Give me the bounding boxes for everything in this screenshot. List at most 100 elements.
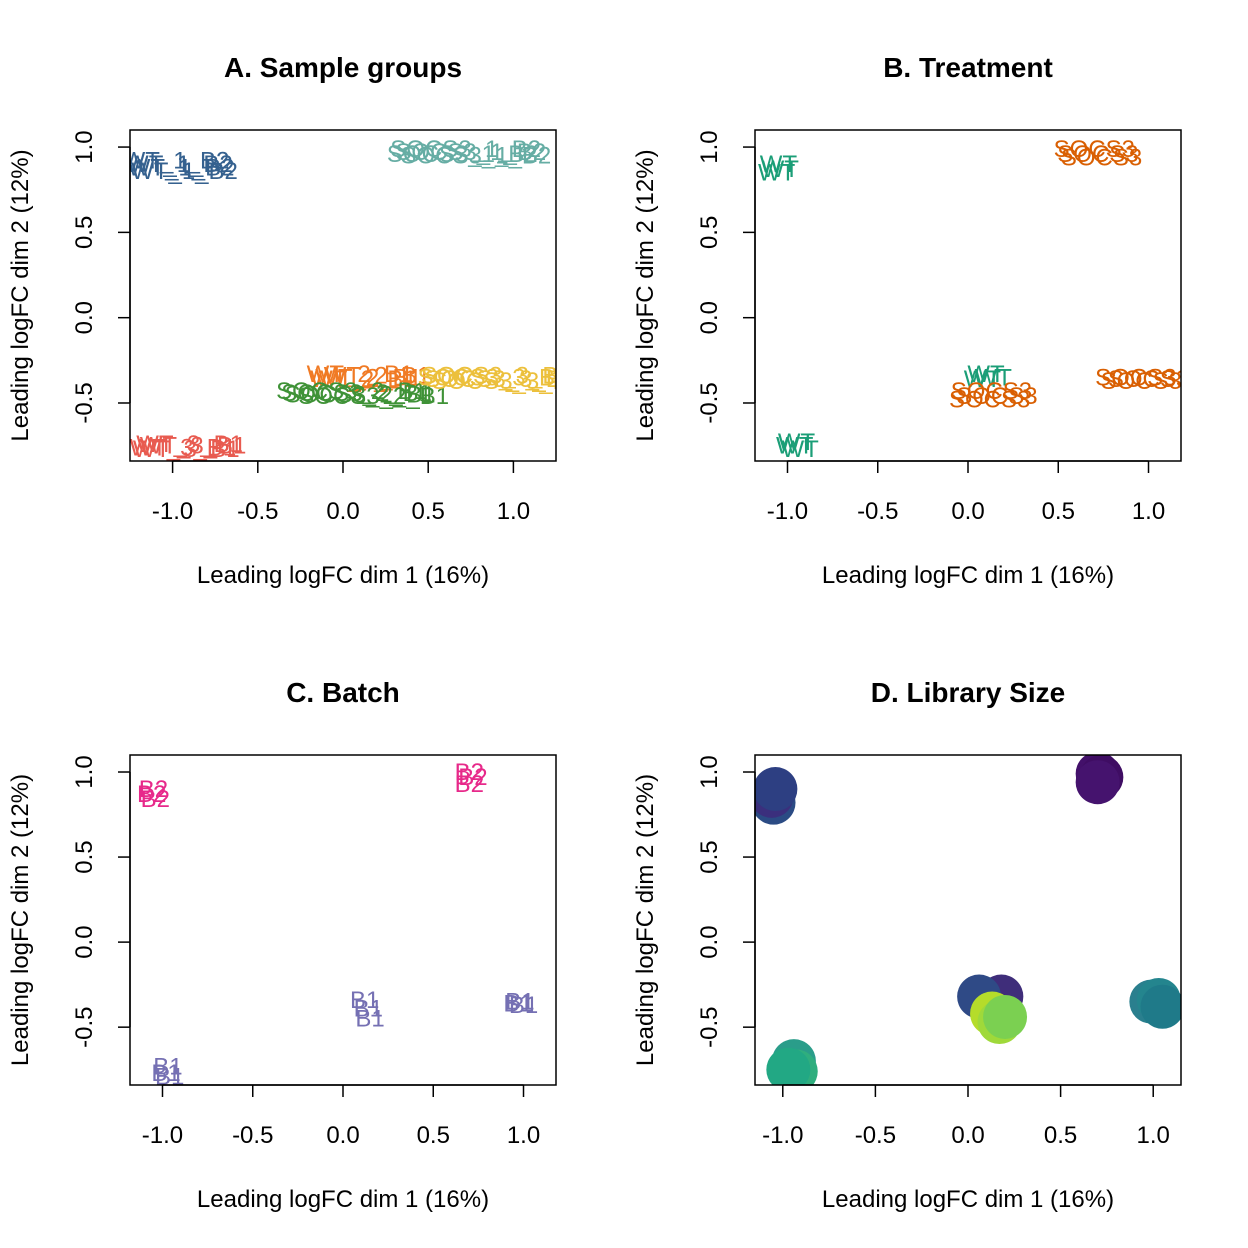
y-tick-label: 0.0 xyxy=(696,925,723,958)
y-tick-label: 0.0 xyxy=(71,301,98,334)
data-point-label: B1 xyxy=(354,995,383,1022)
x-tick-label: 0.0 xyxy=(326,1122,359,1149)
x-tick-label: 0.5 xyxy=(412,498,445,525)
data-point-label: B1 xyxy=(350,987,379,1014)
data-point-label: WT xyxy=(778,429,816,456)
data-point-label: B2 xyxy=(458,764,487,791)
x-tick-label: 0.5 xyxy=(417,1122,450,1149)
data-point-label: SOCS3 xyxy=(1054,136,1135,163)
x-tick-label: -1.0 xyxy=(142,1122,183,1149)
data-point-label: SOCS3_1_B2 xyxy=(401,143,552,170)
data-point-label: WT_3_B1 xyxy=(129,434,236,461)
data-point-label: SOCS3_1_B2 xyxy=(387,141,538,168)
x-tick-label: -0.5 xyxy=(237,498,278,525)
panel-title: C. Batch xyxy=(286,677,400,708)
data-point-label: WT_1_B2 xyxy=(131,158,238,185)
y-tick-label: -0.5 xyxy=(696,382,723,423)
x-tick-label: 0.0 xyxy=(326,498,359,525)
data-point-label: B1 xyxy=(151,1060,180,1087)
panel-title: B. Treatment xyxy=(883,52,1053,83)
x-tick-label: 0.5 xyxy=(1044,1122,1077,1149)
data-point-label: WT_2_B1 xyxy=(324,363,431,390)
data-point-label: B1 xyxy=(505,989,534,1016)
data-point xyxy=(1075,760,1120,805)
y-tick-label: 1.0 xyxy=(71,130,98,163)
y-axis-label: Leading logFC dim 2 (12%) xyxy=(7,149,34,441)
data-point-label: WT xyxy=(964,366,1002,393)
y-tick-label: 1.0 xyxy=(696,130,723,163)
data-point-label: B1 xyxy=(509,992,538,1019)
data-point-label: SOCS3 xyxy=(1095,364,1176,391)
y-tick-label: 1.0 xyxy=(71,755,98,788)
data-point-label: WT xyxy=(758,160,796,187)
x-tick-label: 1.0 xyxy=(497,498,530,525)
plot-area: WTWTWTWTWTWTWTWTWTSOCS3SOCS3SOCS3SOCS3SO… xyxy=(758,136,1189,463)
y-tick-label: 1.0 xyxy=(696,755,723,788)
y-tick-label: 0.5 xyxy=(696,840,723,873)
x-tick-label: 0.0 xyxy=(951,498,984,525)
data-point-label: SOCS3_2_B1 xyxy=(281,380,432,407)
data-point xyxy=(1140,984,1181,1029)
y-axis-label: Leading logFC dim 2 (12%) xyxy=(632,774,659,1066)
data-point-label: B2 xyxy=(455,759,484,786)
x-tick-label: 1.0 xyxy=(1137,1122,1170,1149)
data-point-label: WT_2_B1 xyxy=(307,361,414,388)
y-tick-label: 0.5 xyxy=(696,216,723,249)
data-point-label: WT xyxy=(760,151,798,178)
data-point-label: B1 xyxy=(503,990,532,1017)
x-tick-label: 1.0 xyxy=(507,1122,540,1149)
data-point-label: WT xyxy=(975,364,1013,391)
x-axis-label: Leading logFC dim 1 (16%) xyxy=(822,1186,1114,1213)
data-point-label: SOCS3 xyxy=(1057,141,1138,168)
data-point-label: B2 xyxy=(141,786,170,813)
y-tick-label: -0.5 xyxy=(696,1006,723,1047)
data-point-label: SOCS3 xyxy=(1101,368,1182,395)
panel-4: D. Library Size -1.0 -0.5 0.0 0.5 1.0 Leading … xyxy=(632,677,1182,1213)
x-tick-label: -1.0 xyxy=(762,1122,803,1149)
data-point-label: SOCS3 xyxy=(956,383,1037,410)
y-tick-label: 0.5 xyxy=(71,216,98,249)
data-point-label: WT_1_B2 xyxy=(128,155,235,182)
data-point-label: B2 xyxy=(455,771,484,798)
x-axis-label: Leading logFC dim 1 (16%) xyxy=(197,562,489,589)
y-tick-label: 0.0 xyxy=(696,301,723,334)
data-point xyxy=(766,1047,811,1085)
data-point-label: WT xyxy=(967,361,1005,388)
x-tick-label: 0.0 xyxy=(951,1122,984,1149)
panel-title: A. Sample groups xyxy=(224,52,462,83)
x-axis-label: Leading logFC dim 1 (16%) xyxy=(822,562,1114,589)
data-point xyxy=(983,994,1028,1039)
data-point-label: B1 xyxy=(155,1063,184,1090)
data-point-label: SOCS3 xyxy=(949,387,1030,414)
data-point-label: B2 xyxy=(137,781,166,808)
data-point-label: WT xyxy=(762,156,800,183)
data-point-label: SOCS3_2_B1 xyxy=(285,381,436,408)
y-axis-label: Leading logFC dim 2 (12%) xyxy=(632,149,659,441)
data-point-label: WT_3_B1 xyxy=(133,436,240,463)
x-tick-label: -0.5 xyxy=(855,1122,896,1149)
data-point-label: SOCS3_3_B1 xyxy=(418,364,569,391)
data-point-label: SOCS3 xyxy=(1061,144,1142,171)
x-tick-label: -0.5 xyxy=(857,498,898,525)
data-point-label: WT_3_B1 xyxy=(140,433,247,460)
data-point-label: SOCS3 xyxy=(1108,366,1189,393)
data-point-label: WT xyxy=(781,436,819,463)
data-point-label: SOCS3_2_B1 xyxy=(298,383,449,410)
data-point-label: SOCS3 xyxy=(951,378,1032,405)
y-tick-label: 0.0 xyxy=(71,925,98,958)
data-point-label: WT_2_B1 xyxy=(310,366,417,393)
data-point-label: WT_1_B2 xyxy=(126,151,233,178)
data-point-label: SOCS3_1_B2 xyxy=(395,139,546,166)
x-tick-label: 0.5 xyxy=(1042,498,1075,525)
data-point-label: B1 xyxy=(153,1053,182,1080)
y-axis-label: Leading logFC dim 2 (12%) xyxy=(7,774,34,1066)
y-tick-label: -0.5 xyxy=(71,382,98,423)
data-point-label: WT_1_B2 xyxy=(123,148,230,175)
panel-3: C. BatchB2B2B2B2B2B2B1B1B1B1B1B1B1B1B1-1… xyxy=(7,677,557,1213)
x-tick-label: -0.5 xyxy=(232,1122,273,1149)
data-point-label: SOCS3_2_B1 xyxy=(276,378,427,405)
panel-title: D. Library Size xyxy=(871,677,1066,708)
